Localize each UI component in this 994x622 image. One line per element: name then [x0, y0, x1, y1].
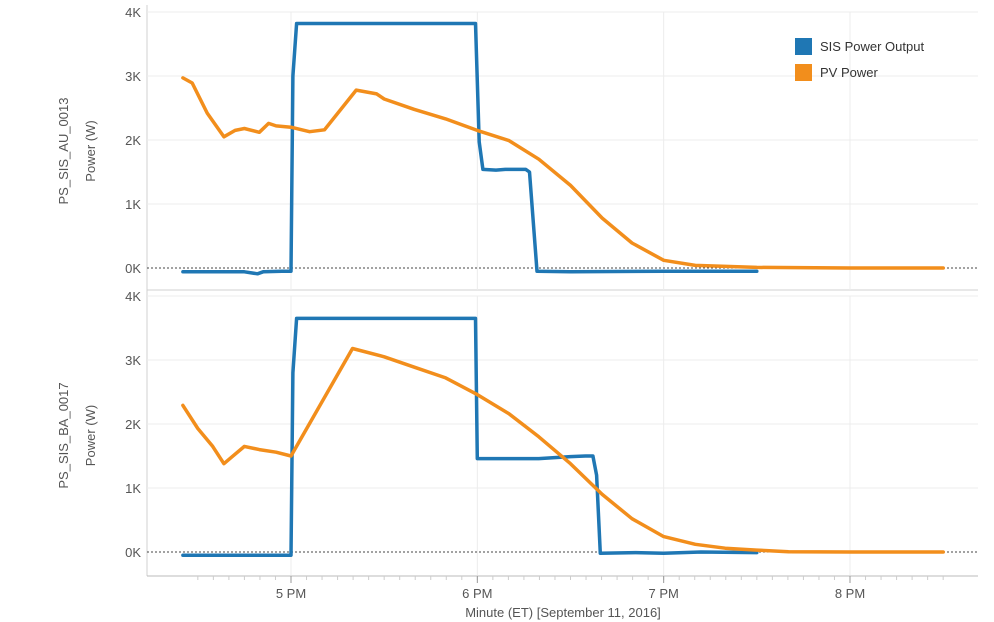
y-tick-label: 0K — [125, 261, 141, 276]
y-tick-label: 3K — [125, 69, 141, 84]
y-tick-label: 1K — [125, 481, 141, 496]
y-axis-title: Power (W) — [83, 120, 98, 181]
series-line-pv-power — [181, 346, 945, 554]
x-tick-label: 8 PM — [835, 586, 865, 601]
legend-label[interactable]: SIS Power Output — [820, 39, 924, 54]
series-line-sis-power-output — [181, 316, 759, 557]
y-tick-label: 0K — [125, 545, 141, 560]
y-tick-label: 2K — [125, 133, 141, 148]
y-tick-label: 2K — [125, 417, 141, 432]
series-line-sis-power-output — [181, 21, 759, 276]
y-axis-title: Power (W) — [83, 405, 98, 466]
x-tick-label: 6 PM — [462, 586, 492, 601]
panel-label: PS_SIS_AU_0013 — [56, 98, 71, 205]
x-tick-label: 7 PM — [648, 586, 678, 601]
x-axis-title: Minute (ET) [September 11, 2016] — [465, 605, 661, 620]
x-tick-label: 5 PM — [276, 586, 306, 601]
legend-label[interactable]: PV Power — [820, 65, 878, 80]
series-line-pv-power — [181, 76, 945, 270]
y-tick-label: 3K — [125, 353, 141, 368]
legend-swatch[interactable] — [795, 64, 812, 81]
y-tick-label: 4K — [125, 289, 141, 304]
panel-label: PS_SIS_BA_0017 — [56, 382, 71, 488]
y-tick-label: 1K — [125, 197, 141, 212]
y-tick-label: 4K — [125, 5, 141, 20]
legend-swatch[interactable] — [795, 38, 812, 55]
